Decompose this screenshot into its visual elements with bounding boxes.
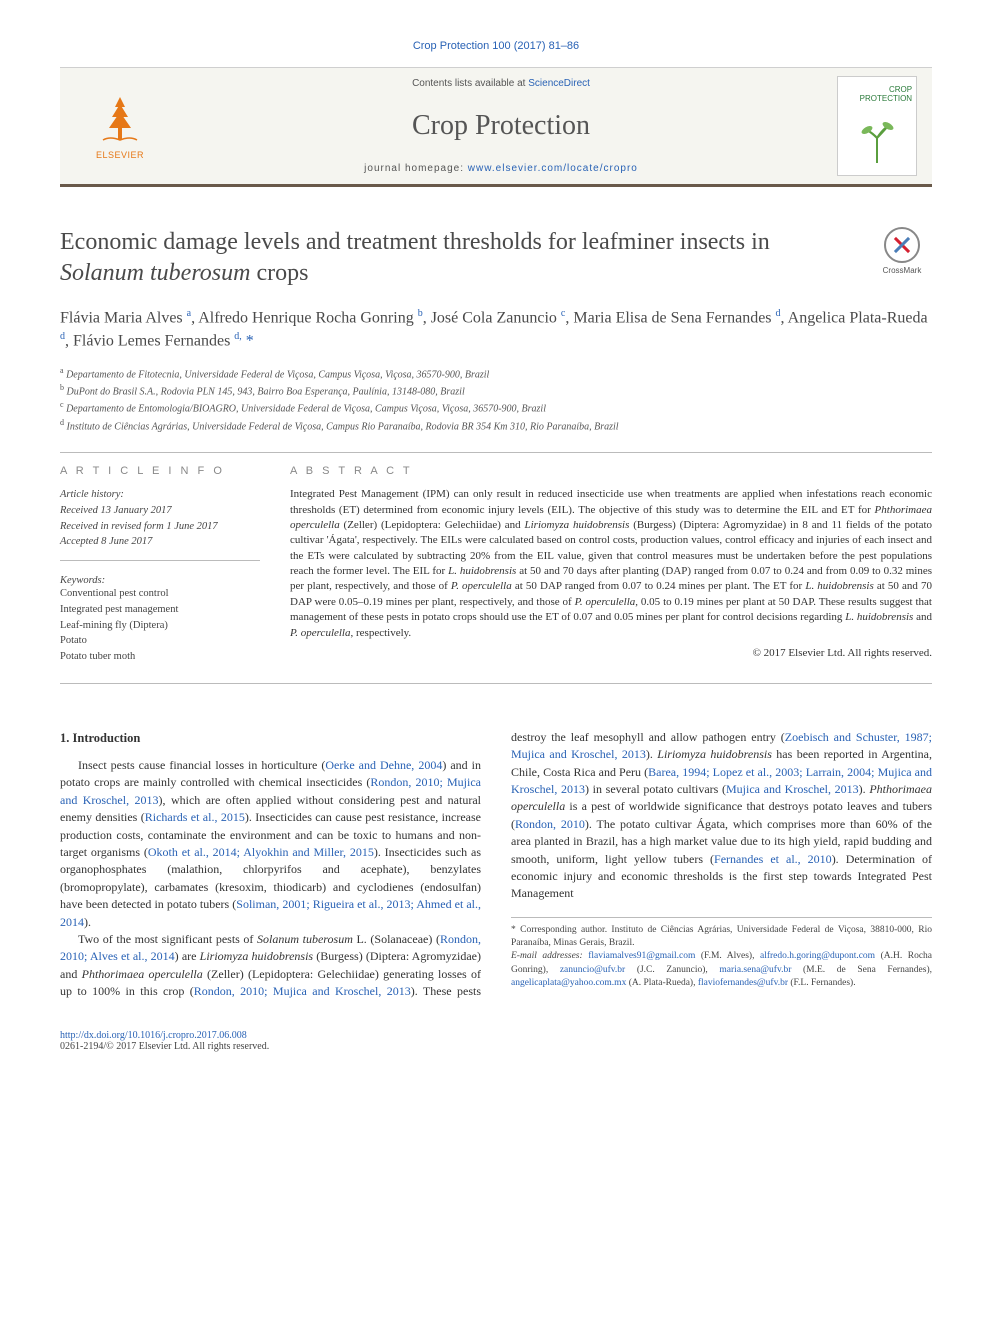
authors-list: Flávia Maria Alves a, Alfredo Henrique R…	[60, 307, 932, 352]
sciencedirect-link[interactable]: ScienceDirect	[528, 78, 590, 89]
history-accepted: Accepted 8 June 2017	[60, 534, 260, 550]
divider-2	[60, 683, 932, 684]
keyword: Potato	[60, 633, 260, 649]
homepage-line: journal homepage: www.elsevier.com/locat…	[165, 163, 837, 174]
article-info-heading: A R T I C L E I N F O	[60, 465, 260, 477]
elsevier-tree-icon	[95, 92, 145, 147]
abstract-copyright: © 2017 Elsevier Ltd. All rights reserved…	[290, 647, 932, 659]
cover-plant-icon	[852, 118, 902, 168]
citation: Crop Protection 100 (2017) 81–86	[60, 40, 932, 52]
journal-cover[interactable]: CROP PROTECTION	[837, 76, 917, 176]
doi-link[interactable]: http://dx.doi.org/10.1016/j.cropro.2017.…	[60, 1030, 247, 1041]
affiliation-line: a Departamento de Fitotecnia, Universida…	[60, 365, 932, 382]
article-history: Article history: Received 13 January 201…	[60, 487, 260, 561]
email-addresses: E-mail addresses: flaviamalves91@gmail.c…	[511, 950, 932, 990]
contents-line: Contents lists available at ScienceDirec…	[165, 78, 837, 89]
cover-title-1: CROP	[842, 85, 912, 94]
keywords-label: Keywords:	[60, 575, 260, 586]
footnotes: * Corresponding author. Instituto de Ciê…	[511, 917, 932, 990]
history-revised: Received in revised form 1 June 2017	[60, 519, 260, 535]
journal-name: Crop Protection	[165, 110, 837, 142]
elsevier-logo[interactable]: ELSEVIER	[75, 76, 165, 176]
section-heading-intro: 1. Introduction	[60, 729, 481, 747]
page-footer: http://dx.doi.org/10.1016/j.cropro.2017.…	[60, 1030, 932, 1052]
cover-title-2: PROTECTION	[842, 94, 912, 103]
affiliation-line: c Departamento de Entomologia/BIOAGRO, U…	[60, 399, 932, 416]
history-received: Received 13 January 2017	[60, 503, 260, 519]
crossmark-badge[interactable]: CrossMark	[872, 227, 932, 287]
publisher-name: ELSEVIER	[96, 150, 144, 160]
affiliations: a Departamento de Fitotecnia, Universida…	[60, 365, 932, 434]
intro-para-1: Insect pests cause financial losses in h…	[60, 757, 481, 931]
abstract-text: Integrated Pest Management (IPM) can onl…	[290, 487, 932, 641]
crossmark-icon	[884, 227, 920, 263]
issn-line: 0261-2194/© 2017 Elsevier Ltd. All right…	[60, 1041, 269, 1052]
keyword: Integrated pest management	[60, 602, 260, 618]
divider	[60, 452, 932, 453]
corresponding-author: * Corresponding author. Instituto de Ciê…	[511, 924, 932, 951]
affiliation-line: b DuPont do Brasil S.A., Rodovia PLN 145…	[60, 382, 932, 399]
keywords-list: Conventional pest controlIntegrated pest…	[60, 586, 260, 665]
keyword: Potato tuber moth	[60, 649, 260, 665]
crossmark-label: CrossMark	[883, 266, 922, 275]
journal-header: ELSEVIER Contents lists available at Sci…	[60, 67, 932, 187]
homepage-link[interactable]: www.elsevier.com/locate/cropro	[468, 163, 638, 174]
abstract-heading: A B S T R A C T	[290, 465, 932, 477]
keyword: Leaf-mining fly (Diptera)	[60, 618, 260, 634]
keyword: Conventional pest control	[60, 586, 260, 602]
affiliation-line: d Instituto de Ciências Agrárias, Univer…	[60, 417, 932, 434]
article-title: Economic damage levels and treatment thr…	[60, 227, 852, 289]
history-label: Article history:	[60, 487, 260, 503]
